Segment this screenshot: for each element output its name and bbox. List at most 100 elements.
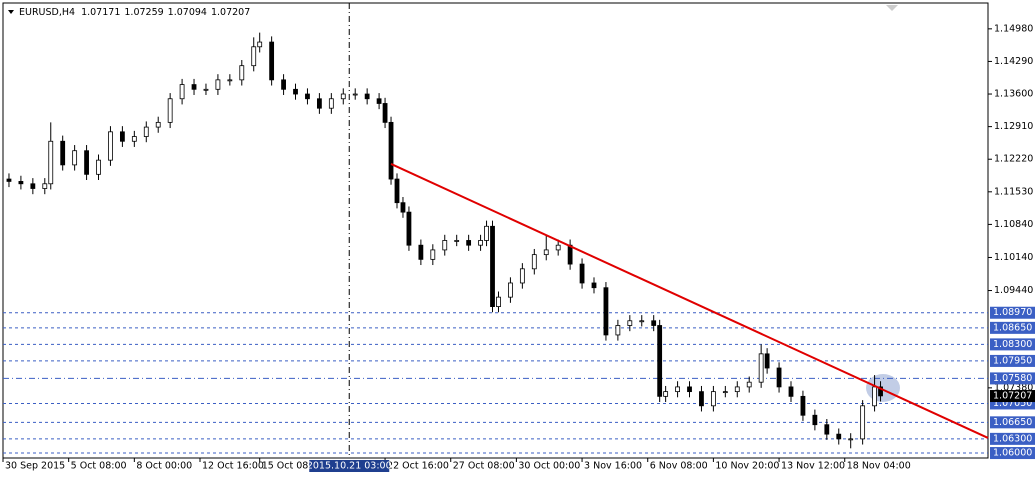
y-tick-label: 1.14290 bbox=[994, 56, 1033, 67]
x-tick-label: 6 Nov 08:00 bbox=[650, 461, 708, 472]
y-tick-label: 1.10840 bbox=[994, 219, 1033, 230]
level-label: 1.06000 bbox=[993, 448, 1032, 459]
candle-body bbox=[352, 93, 358, 96]
x-tick-label: 30 Sep 2015 bbox=[5, 461, 65, 472]
level-label-box bbox=[990, 416, 1035, 429]
candle-body bbox=[484, 225, 489, 241]
crosshair-label: 2015.10.21 03:00 bbox=[307, 461, 392, 472]
candle-body bbox=[758, 353, 764, 383]
candle-body bbox=[167, 98, 173, 123]
candle-body bbox=[376, 98, 382, 104]
level-label-box bbox=[990, 372, 1035, 385]
x-tick-label: 15 Oct 08:00 bbox=[262, 461, 324, 472]
level-label: 1.06650 bbox=[993, 417, 1032, 428]
candle-body bbox=[269, 41, 275, 81]
menu-arrow[interactable] bbox=[8, 10, 14, 14]
plot-frame bbox=[2, 2, 989, 459]
candle-body bbox=[454, 240, 460, 242]
candle-body bbox=[478, 240, 483, 246]
candle-body bbox=[466, 240, 472, 246]
y-tick-label: 1.10140 bbox=[994, 252, 1033, 263]
header-text: 1.07207 bbox=[211, 7, 250, 18]
candle-body bbox=[860, 405, 866, 440]
candle-body bbox=[824, 424, 830, 435]
candle-body bbox=[651, 320, 657, 326]
candle-body bbox=[293, 88, 298, 95]
candle-body bbox=[340, 93, 346, 100]
x-tick-label: 3 Nov 16:00 bbox=[584, 461, 642, 472]
y-tick-label: 1.12910 bbox=[994, 121, 1033, 132]
candle-body bbox=[710, 391, 716, 407]
y-tick-label: 1.12220 bbox=[994, 154, 1033, 165]
candle-body bbox=[119, 131, 125, 142]
candle-body bbox=[657, 325, 663, 397]
candle-body bbox=[591, 282, 597, 289]
candle-body bbox=[42, 183, 48, 189]
candle-body bbox=[406, 211, 412, 246]
candle-body bbox=[84, 150, 89, 175]
level-label: 1.07050 bbox=[993, 398, 1032, 409]
candle-body bbox=[382, 103, 388, 123]
candle-body bbox=[30, 183, 36, 189]
x-tick-label: 22 Oct 16:00 bbox=[387, 461, 449, 472]
candle-body bbox=[555, 244, 561, 251]
y-tick-label: 1.09440 bbox=[994, 285, 1033, 296]
level-label: 1.06300 bbox=[993, 433, 1032, 444]
candle-body bbox=[155, 121, 161, 128]
candle-body bbox=[722, 391, 728, 394]
header-text: 1.07259 bbox=[124, 7, 163, 18]
y-tick-label: 1.07380 bbox=[994, 382, 1033, 393]
candle-body bbox=[543, 249, 549, 256]
x-tick-label: 13 Nov 12:00 bbox=[781, 461, 845, 472]
candle-body bbox=[699, 391, 704, 407]
candle-body bbox=[800, 395, 806, 416]
x-tick-label: 27 Oct 08:00 bbox=[453, 461, 515, 472]
candle-body bbox=[746, 381, 752, 388]
candle-body bbox=[131, 136, 137, 142]
level-label: 1.07580 bbox=[993, 373, 1032, 384]
candle-body bbox=[60, 140, 66, 166]
current-price-label: 1.07207 bbox=[993, 391, 1032, 402]
candle-body bbox=[328, 98, 334, 109]
candle-body bbox=[430, 249, 436, 260]
candle-body bbox=[215, 79, 221, 90]
level-label-box bbox=[990, 306, 1035, 319]
header-text: 1.07171 bbox=[81, 7, 120, 18]
candle-body bbox=[18, 181, 24, 185]
candle-body bbox=[496, 296, 501, 308]
candle-body bbox=[96, 159, 101, 175]
candle-body bbox=[872, 386, 877, 407]
x-tick-label: 10 Nov 20:00 bbox=[715, 461, 779, 472]
candle-body bbox=[251, 46, 257, 67]
candle-body bbox=[734, 386, 740, 393]
candle-body bbox=[305, 93, 310, 100]
candle-body bbox=[281, 79, 286, 90]
candle-body bbox=[579, 263, 585, 284]
candle-body bbox=[316, 98, 322, 109]
y-tick-label: 1.14980 bbox=[994, 23, 1033, 34]
candle-body bbox=[364, 93, 370, 100]
candle-body bbox=[615, 325, 621, 336]
x-tick-label: 12 Oct 16:00 bbox=[202, 461, 264, 472]
header-text: 1.07094 bbox=[168, 7, 207, 18]
candle-body bbox=[603, 287, 609, 336]
candle-body bbox=[418, 244, 424, 260]
candle-body bbox=[764, 353, 770, 369]
level-label: 1.07950 bbox=[993, 355, 1032, 366]
candle-body bbox=[257, 41, 263, 48]
y-tick-label: 1.11530 bbox=[994, 186, 1033, 197]
level-label-box bbox=[990, 432, 1035, 445]
candle-body bbox=[72, 150, 78, 166]
candle-body bbox=[776, 367, 782, 388]
candle-body bbox=[848, 438, 854, 441]
x-tick-label: 8 Oct 00:00 bbox=[136, 461, 192, 472]
level-label: 1.08300 bbox=[993, 339, 1032, 350]
chart-header: EURUSD,H4 1.07171 1.07259 1.07094 1.07207 bbox=[19, 7, 250, 18]
x-tick-label: 30 Oct 00:00 bbox=[518, 461, 580, 472]
candle-body bbox=[143, 126, 149, 137]
candle-body bbox=[675, 386, 680, 393]
current-price-box bbox=[990, 390, 1035, 403]
candle-body bbox=[6, 178, 12, 182]
trendline bbox=[390, 163, 989, 439]
